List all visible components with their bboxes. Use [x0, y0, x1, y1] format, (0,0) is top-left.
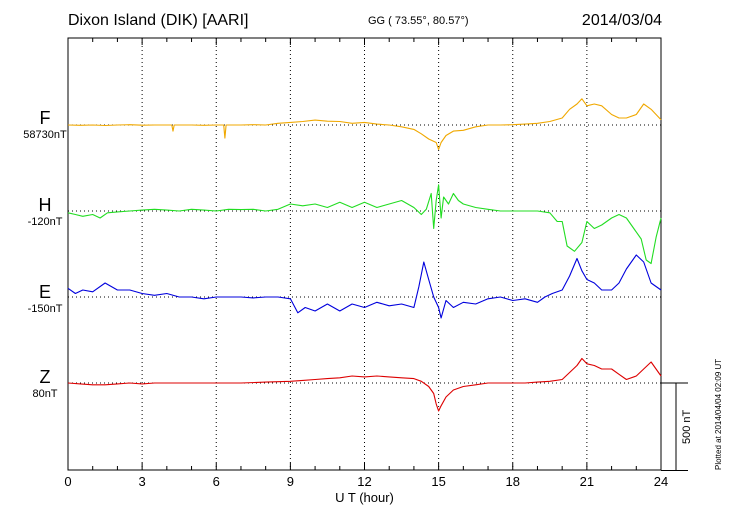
component-label-e: E -150nT — [15, 282, 75, 316]
component-baseline-f: 58730nT — [23, 129, 67, 141]
series-line-h — [67, 184, 662, 265]
series-line-z — [67, 357, 662, 412]
scale-bar-label: 500 nT — [681, 409, 693, 444]
x-tick-label-1: 3 — [139, 474, 146, 489]
series-line-f — [67, 98, 662, 151]
plot-date: 2014/03/04 — [581, 12, 662, 29]
x-tick-label-6: 18 — [506, 474, 520, 489]
x-axis-title: U T (hour) — [335, 490, 394, 505]
component-baseline-h: -120nT — [27, 216, 63, 228]
x-tick-label-3: 9 — [287, 474, 294, 489]
component-letter-e: E — [38, 282, 51, 302]
station-coordinates: GG ( 73.55°, 80.57°) — [368, 15, 469, 27]
component-label-z: Z 80nT — [15, 367, 75, 401]
plotted-timestamp: Plotted at 2014/04/04 02:09 UT — [714, 358, 723, 470]
component-letter-h: H — [38, 195, 52, 215]
x-tick-label-4: 12 — [357, 474, 371, 489]
station-title: Dixon Island (DIK) [AARI] — [68, 12, 249, 29]
component-letter-f: F — [39, 108, 51, 128]
x-tick-label-8: 24 — [654, 474, 668, 489]
component-label-f: F 58730nT — [15, 108, 75, 142]
component-baseline-e: -150nT — [27, 303, 63, 315]
component-letter-z: Z — [39, 367, 51, 387]
series-line-e — [67, 254, 662, 319]
x-tick-label-2: 6 — [213, 474, 220, 489]
component-label-h: H -120nT — [15, 195, 75, 229]
x-tick-label-7: 21 — [580, 474, 594, 489]
x-tick-label-5: 15 — [431, 474, 445, 489]
x-tick-label-0: 0 — [64, 474, 71, 489]
component-baseline-z: 80nT — [32, 388, 58, 400]
